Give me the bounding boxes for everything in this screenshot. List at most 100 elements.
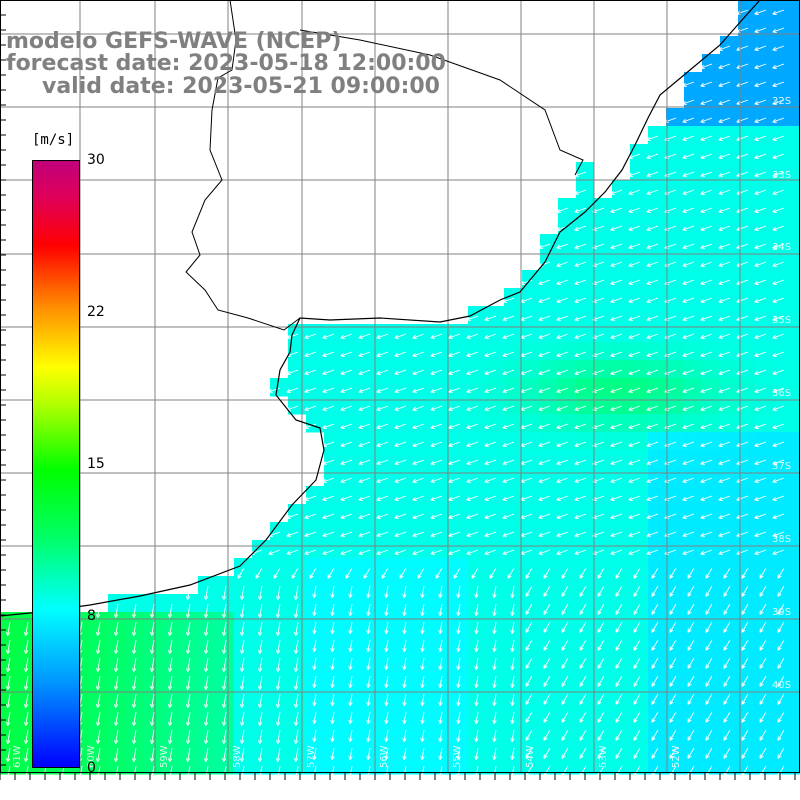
speed-cell: [486, 378, 505, 397]
wind-arrow: [561, 567, 569, 579]
speed-cell: [648, 720, 667, 739]
wind-arrow: [682, 531, 695, 537]
wind-arrow: [718, 261, 731, 267]
speed-cell: [504, 414, 523, 433]
speed-cell: [504, 540, 523, 559]
wind-arrow: [502, 387, 515, 393]
speed-cell: [558, 558, 577, 577]
speed-cell: [648, 342, 667, 361]
speed-cell: [522, 306, 541, 325]
wind-arrow: [322, 387, 335, 393]
speed-cell: [792, 36, 800, 55]
wind-arrow: [330, 765, 335, 779]
wind-arrow: [574, 459, 587, 465]
speed-cell: [576, 576, 595, 595]
speed-cell: [288, 396, 307, 415]
speed-cell: [648, 216, 667, 235]
speed-cell: [324, 648, 343, 667]
speed-cell: [522, 468, 541, 487]
wind-arrow: [358, 387, 371, 393]
speed-cell: [540, 684, 559, 703]
speed-cell: [720, 36, 739, 55]
wind-arrow: [420, 765, 425, 779]
wind-arrow: [754, 63, 767, 69]
speed-cell: [792, 684, 800, 703]
wind-arrow: [754, 441, 767, 447]
speed-cell: [522, 450, 541, 469]
wind-arrow: [741, 675, 749, 687]
speed-cell: [792, 738, 800, 757]
wind-arrow: [24, 657, 29, 673]
wind-arrow: [312, 729, 317, 743]
speed-cell: [558, 234, 577, 253]
wind-arrow: [430, 369, 443, 375]
speed-cell: [486, 540, 505, 559]
speed-cell: [774, 234, 793, 253]
wind-arrow: [114, 675, 119, 691]
speed-cell: [576, 198, 595, 217]
speed-cell: [342, 378, 361, 397]
wind-arrow: [574, 423, 587, 429]
wind-arrow: [222, 729, 227, 745]
wind-arrow: [700, 315, 713, 321]
wind-arrow: [376, 423, 389, 429]
speed-cell: [90, 702, 109, 721]
wind-arrow: [718, 153, 731, 159]
wind-arrow: [466, 423, 479, 429]
speed-cell: [234, 738, 253, 757]
speed-cell: [198, 666, 217, 685]
speed-cell: [738, 108, 757, 127]
speed-cell: [540, 720, 559, 739]
speed-cell: [774, 324, 793, 343]
speed-cell: [630, 684, 649, 703]
speed-cell: [738, 162, 757, 181]
wind-arrow: [525, 747, 533, 759]
wind-arrow: [394, 333, 407, 339]
wind-arrow: [456, 657, 461, 671]
speed-cell: [414, 468, 433, 487]
speed-cell: [486, 720, 505, 739]
speed-cell: [792, 324, 800, 343]
wind-arrow: [240, 639, 245, 655]
speed-cell: [612, 270, 631, 289]
wind-arrow: [204, 585, 209, 601]
speed-cell: [342, 504, 361, 523]
wind-arrow: [579, 585, 587, 597]
wind-arrow: [705, 765, 713, 777]
wind-arrow: [525, 675, 533, 687]
wind-arrow: [772, 405, 785, 411]
wind-arrow: [723, 675, 731, 687]
speed-cell: [702, 198, 721, 217]
speed-cell: [738, 738, 757, 757]
speed-cell: [576, 522, 595, 541]
speed-cell: [774, 432, 793, 451]
speed-cell: [522, 720, 541, 739]
wind-arrow: [628, 459, 641, 465]
speed-cell: [522, 576, 541, 595]
speed-cell: [756, 126, 775, 145]
speed-cell: [774, 612, 793, 631]
wind-arrow: [340, 351, 353, 357]
speed-cell: [720, 162, 739, 181]
wind-arrow: [651, 639, 659, 651]
wind-arrow: [222, 747, 227, 763]
wind-arrow: [204, 711, 209, 727]
wind-arrow: [420, 747, 425, 761]
speed-cell: [792, 270, 800, 289]
wind-arrow: [772, 117, 785, 123]
speed-cell: [504, 558, 523, 577]
speed-cell: [612, 324, 631, 343]
wind-arrow: [402, 675, 407, 689]
speed-cell: [684, 702, 703, 721]
speed-cell: [126, 738, 145, 757]
wind-arrow: [466, 333, 479, 339]
wind-arrow: [628, 549, 641, 555]
wind-arrow: [633, 567, 641, 579]
wind-arrow: [543, 765, 551, 777]
wind-arrow: [448, 387, 461, 393]
wind-arrow: [484, 459, 497, 465]
speed-cell: [468, 666, 487, 685]
speed-cell: [576, 234, 595, 253]
speed-cell: [630, 162, 649, 181]
speed-cell: [558, 306, 577, 325]
